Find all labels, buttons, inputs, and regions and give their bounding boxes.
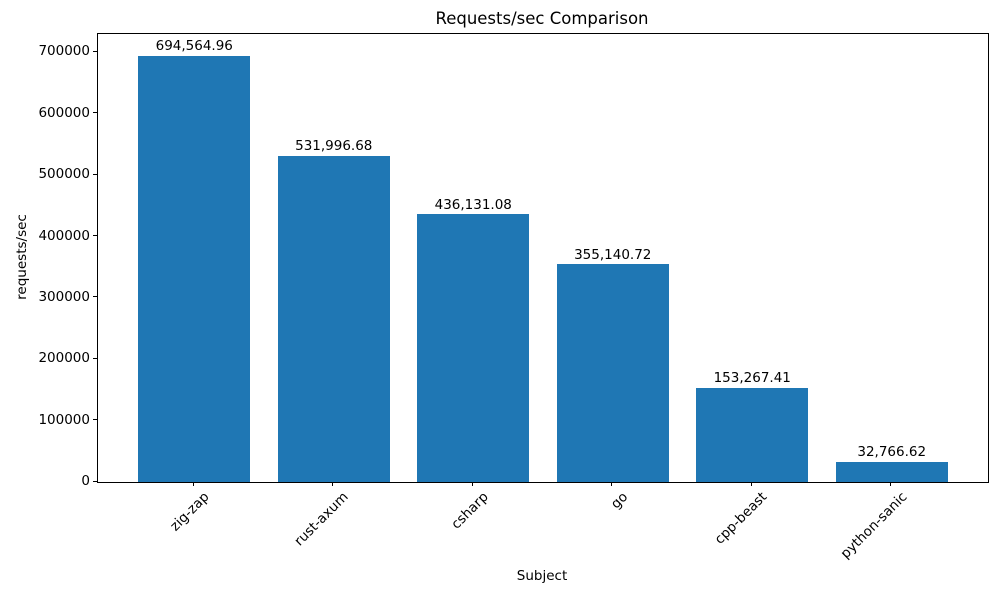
y-tick-mark <box>93 357 97 359</box>
bar-value-label: 694,564.96 <box>155 38 233 55</box>
y-axis-label: requests/sec <box>14 214 30 300</box>
x-tick-mark <box>471 482 473 486</box>
y-tick-mark <box>93 235 97 237</box>
y-tick-mark <box>93 296 97 298</box>
y-tick-mark <box>93 480 97 482</box>
bar <box>556 264 669 482</box>
bar-value-label: 436,131.08 <box>434 196 512 213</box>
y-tick-mark <box>93 173 97 175</box>
x-tick-label: csharp <box>448 489 492 533</box>
y-tick-label: 0 <box>81 473 90 489</box>
y-tick-label: 200000 <box>38 350 90 367</box>
y-tick-label: 600000 <box>38 104 90 121</box>
y-tick-label: 700000 <box>38 43 90 60</box>
x-tick-mark <box>611 482 613 486</box>
x-tick-mark <box>890 482 892 486</box>
bar <box>835 461 948 482</box>
bar <box>417 214 530 482</box>
y-tick-mark <box>93 50 97 52</box>
x-tick-label: python-sanic <box>837 489 911 562</box>
y-tick-label: 400000 <box>38 227 90 244</box>
x-tick-mark <box>750 482 752 486</box>
y-tick-mark <box>93 419 97 421</box>
bar-value-label: 153,267.41 <box>713 370 791 387</box>
bar-value-label: 531,996.68 <box>295 138 373 154</box>
x-axis-label: Subject <box>516 568 568 584</box>
x-tick-label: go <box>607 489 632 513</box>
bar <box>277 155 390 482</box>
x-tick-label: rust-axum <box>291 489 353 550</box>
y-tick-mark <box>93 112 97 114</box>
chart-title: Requests/sec Comparison <box>435 9 649 28</box>
bar <box>138 55 251 482</box>
y-tick-label: 300000 <box>38 288 90 305</box>
y-tick-label: 100000 <box>38 411 90 428</box>
bar <box>696 387 809 482</box>
bar-value-label: 32,766.62 <box>857 444 927 461</box>
x-tick-mark <box>192 482 194 486</box>
x-tick-label: cpp-beast <box>711 489 771 548</box>
plot-area: 694,564.96 531,996.68 436,131.08 355,140.72… <box>97 33 989 483</box>
x-tick-label: zig-zap <box>167 489 213 535</box>
x-tick-mark <box>332 482 334 486</box>
bar-value-label: 355,140.72 <box>574 246 652 263</box>
y-tick-label: 500000 <box>38 166 90 183</box>
